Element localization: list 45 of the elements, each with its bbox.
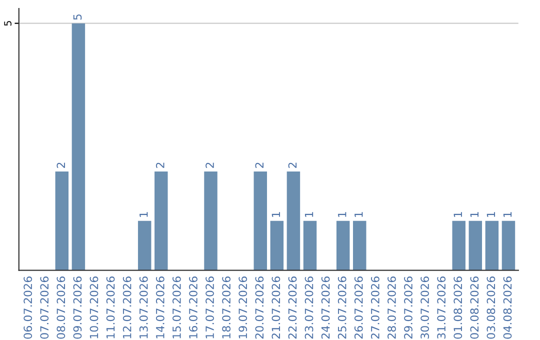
- x-tick-label: 08.07.2026: [56, 276, 66, 339]
- data-label: 1: [338, 212, 346, 217]
- x-tick-label: 27.07.2026: [370, 276, 380, 339]
- x-tick-label: 02.08.2026: [470, 276, 479, 339]
- data-label: 1: [304, 212, 314, 217]
- x-tick-label: 01.08.2026: [454, 276, 462, 339]
- x-tick-label: 13.07.2026: [139, 276, 148, 338]
- x-tick-label: 07.07.2026: [40, 276, 49, 339]
- x-tick-label: 19.07.2026: [238, 276, 248, 338]
- x-tick-label: 21.07.2026: [272, 276, 280, 339]
- data-label: 1: [354, 212, 363, 217]
- data-label: 2: [206, 162, 214, 168]
- x-tick-label: 11.07.2026: [106, 276, 115, 338]
- data-label: 1: [470, 212, 478, 217]
- data-label: 2: [56, 162, 65, 168]
- x-tick-label: 31.07.2026: [437, 276, 446, 339]
- x-tick-label: 24.07.2026: [321, 276, 330, 339]
- x-tick-label: 26.07.2026: [354, 276, 363, 339]
- x-tick-label: 04.08.2026: [503, 276, 512, 339]
- data-label: 2: [156, 162, 164, 168]
- data-label: 2: [255, 162, 264, 168]
- x-tick-label: 12.07.2026: [122, 276, 132, 338]
- x-tick-label: 03.08.2026: [486, 276, 496, 339]
- data-label: 1: [140, 212, 148, 217]
- x-tick-label: 29.07.2026: [404, 276, 412, 339]
- data-label: 1: [454, 212, 462, 217]
- x-tick-label: 20.07.2026: [255, 276, 264, 339]
- x-tick-label: 23.07.2026: [304, 276, 314, 339]
- x-tick-label: 22.07.2026: [288, 276, 297, 339]
- x-tick-label: 28.07.2026: [388, 276, 396, 339]
- x-tick-label: 14.07.2026: [156, 276, 164, 338]
- x-tick-label: 16.07.2026: [189, 276, 198, 338]
- data-label: 1: [272, 212, 280, 217]
- data-label: 1: [503, 212, 512, 217]
- data-label: 2: [288, 162, 297, 168]
- x-tick-label: 06.07.2026: [24, 276, 32, 339]
- x-tick-label: 09.07.2026: [73, 276, 82, 339]
- x-tick-label: 10.07.2026: [90, 276, 98, 338]
- data-label: 1: [486, 212, 495, 217]
- x-tick-label: 30.07.2026: [420, 276, 429, 339]
- data-label: 5: [73, 14, 82, 20]
- x-tick-label: 25.07.2026: [338, 276, 346, 339]
- x-tick-label: 17.07.2026: [206, 276, 214, 338]
- x-tick-label: 18.07.2026: [222, 276, 231, 338]
- x-tick-label: 15.07.2026: [172, 276, 181, 338]
